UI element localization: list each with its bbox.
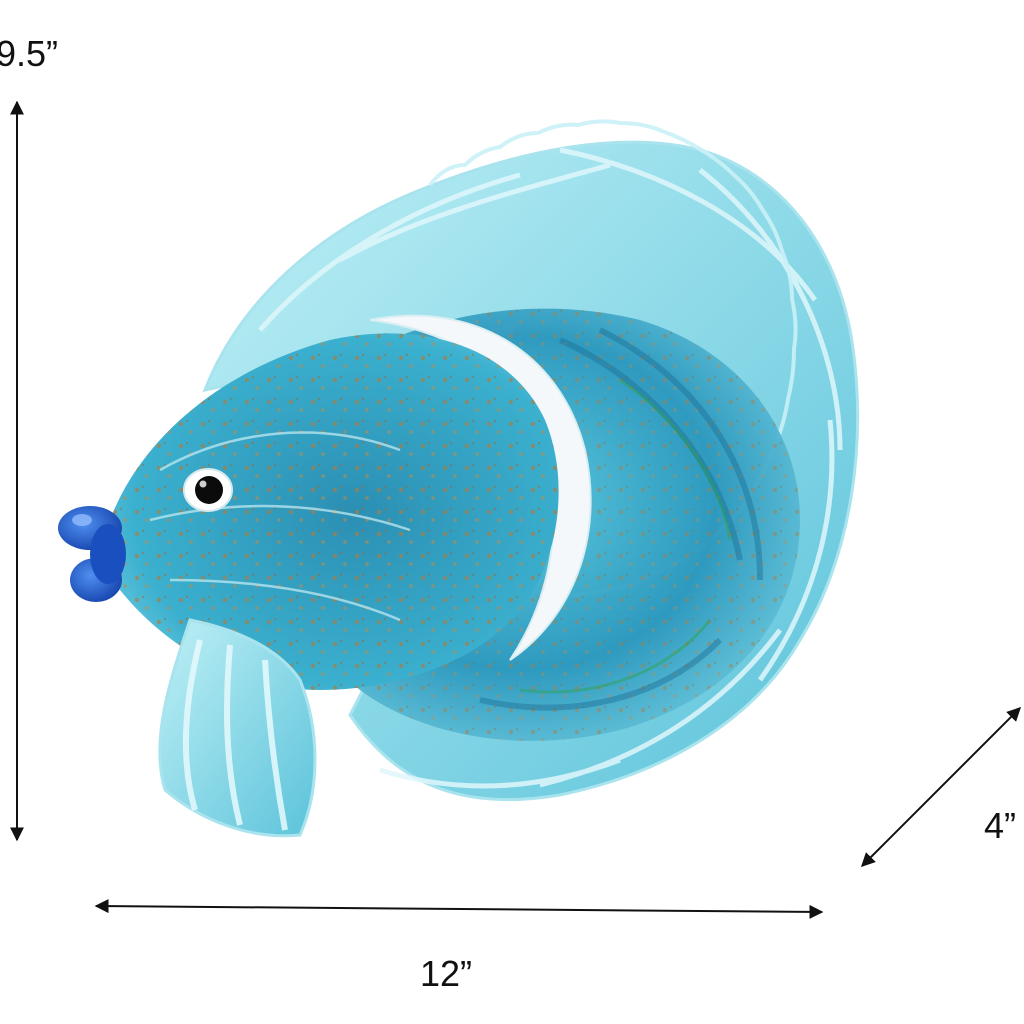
fish-lips	[58, 506, 126, 602]
width-arrow	[94, 899, 824, 919]
width-dimension-label: 12”	[420, 953, 473, 994]
depth-arrow	[861, 707, 1021, 867]
depth-dimension-label: 4”	[984, 805, 1017, 846]
glass-fish-sculpture	[58, 119, 860, 838]
height-dimension-label: 9.5”	[0, 33, 59, 74]
